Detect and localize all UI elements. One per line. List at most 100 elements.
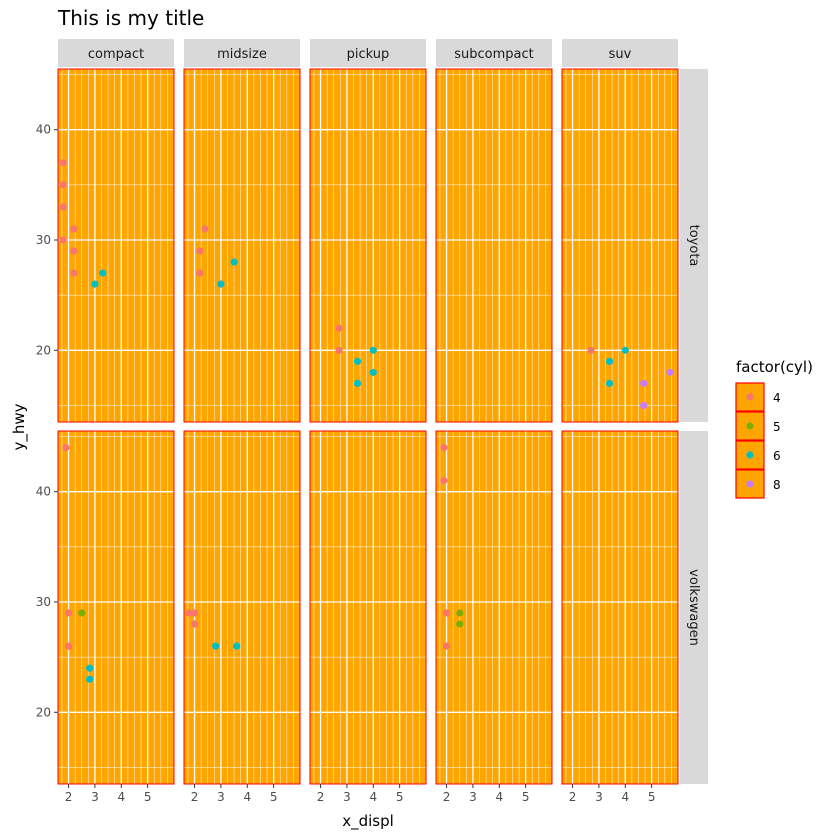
panel-border [561,68,679,423]
x-tick-label: 3 [343,790,351,804]
legend-label: 6 [773,449,781,463]
strip-subcompact [436,39,552,67]
panel-background [58,69,174,422]
legend-marker [746,393,754,401]
strip-compact [58,39,174,67]
panel-toyota-suv [561,68,679,423]
data-point [59,236,67,244]
x-tick-label: 2 [191,790,199,804]
data-point [59,203,67,211]
data-point [230,258,238,266]
x-axis-title: x_displ [342,812,394,831]
panel-background [436,431,552,784]
strip-label-subcompact: subcompact [454,47,534,62]
y-tick-label: 20 [36,705,51,719]
data-point [456,609,464,617]
data-point [196,269,204,277]
panel-border [183,68,301,423]
facet-strips: compact midsize pickup subcompact suv toyota v… [58,39,708,784]
legend-marker [746,451,754,459]
data-point [185,609,193,617]
panel-volkswagen-pickup [309,430,427,785]
data-point [353,379,362,387]
x-tick-label: 3 [91,790,99,804]
panel-background [562,69,678,422]
y-tick-label: 40 [36,485,51,499]
data-point [640,379,648,387]
data-point [605,379,614,387]
data-point [201,225,209,233]
x-tick-label: 3 [469,790,477,804]
panel-toyota-pickup [309,68,427,423]
panel-background [436,69,552,422]
x-tick-label: 5 [270,790,278,804]
x-tick-label: 4 [117,790,125,804]
data-point [353,357,362,365]
chart-title: This is my title [57,6,204,30]
data-point [86,664,94,672]
panel-background [58,431,174,784]
strip-suv [562,39,678,67]
panel-border [183,430,301,785]
facet-panels [57,68,679,785]
data-point [196,247,204,255]
panel-toyota-subcompact [435,68,553,423]
x-tick-label: 4 [243,790,251,804]
y-tick-label: 30 [36,595,51,609]
data-point [217,280,225,288]
legend-marker [746,480,754,488]
x-tick-label: 5 [396,790,404,804]
legend-title: factor(cyl) [736,358,813,376]
legend-label: 8 [773,478,781,492]
panel-volkswagen-suv [561,430,679,785]
data-point [440,477,448,485]
legend: factor(cyl) 4 5 6 8 [735,358,813,499]
panel-background [310,69,426,422]
x-tick-label: 2 [569,790,577,804]
strip-label-compact: compact [88,47,144,62]
panel-border [309,430,427,785]
data-point [64,642,73,650]
panel-background [562,431,678,784]
data-point [59,181,67,189]
data-point [440,443,448,452]
y-tick-label: 30 [36,233,51,247]
strip-label-midsize: midsize [217,47,267,62]
panel-border [435,430,553,785]
x-tick-label: 3 [595,790,603,804]
strip-label-suv: suv [609,47,632,62]
data-point [233,642,241,650]
panel-volkswagen-subcompact [435,430,553,785]
data-point [369,368,377,376]
x-tick-label: 4 [369,790,377,804]
panel-volkswagen-midsize [183,430,301,785]
x-tick-label: 2 [443,790,451,804]
data-point [64,609,73,617]
strip-label-toyota: toyota [686,225,701,267]
panel-toyota-compact [57,68,175,423]
x-tick-label: 4 [495,790,503,804]
legend-marker [746,422,754,430]
data-point [456,620,464,628]
data-point [587,346,595,354]
data-point [99,269,107,277]
panel-border [561,430,679,785]
panel-border [57,430,175,785]
data-point [190,620,199,628]
strip-pickup [310,39,426,67]
y-axis-title: y_hwy [10,403,29,450]
data-point [335,346,343,354]
data-point [70,225,78,233]
data-point [605,357,614,365]
panel-border [435,68,553,423]
data-point [666,368,674,376]
data-point [335,324,343,332]
data-point [59,159,67,167]
data-point [70,247,78,255]
data-point [91,280,99,288]
panel-border [309,68,427,423]
x-tick-label: 5 [522,790,530,804]
panel-volkswagen-compact [57,430,175,785]
panel-background [184,431,300,784]
